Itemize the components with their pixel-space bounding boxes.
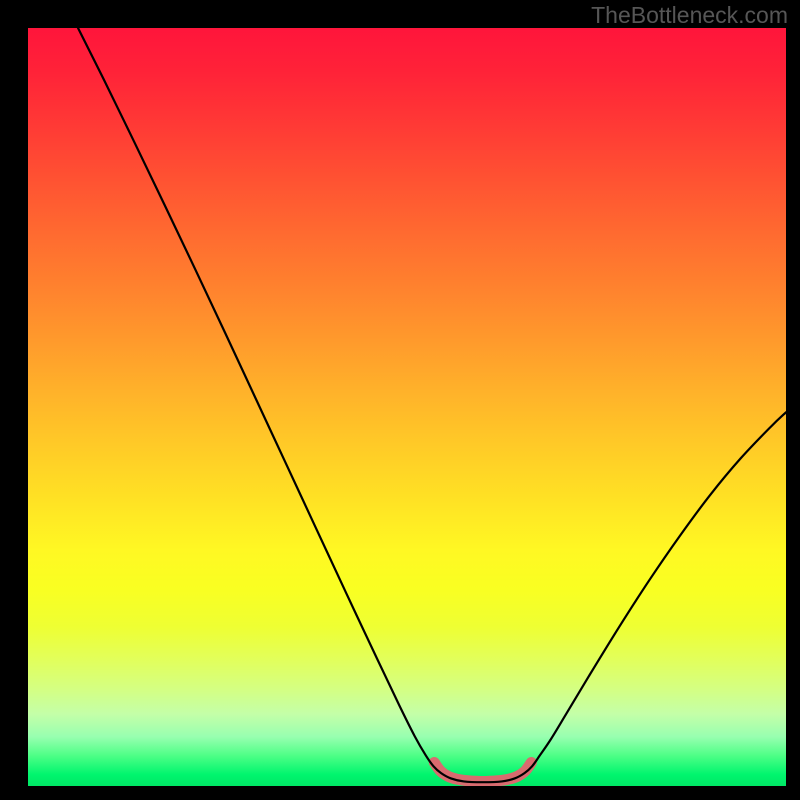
chart-svg	[28, 28, 786, 786]
watermark-label: TheBottleneck.com	[591, 2, 788, 29]
chart-background	[28, 28, 786, 786]
chart-plot-area	[28, 28, 786, 786]
